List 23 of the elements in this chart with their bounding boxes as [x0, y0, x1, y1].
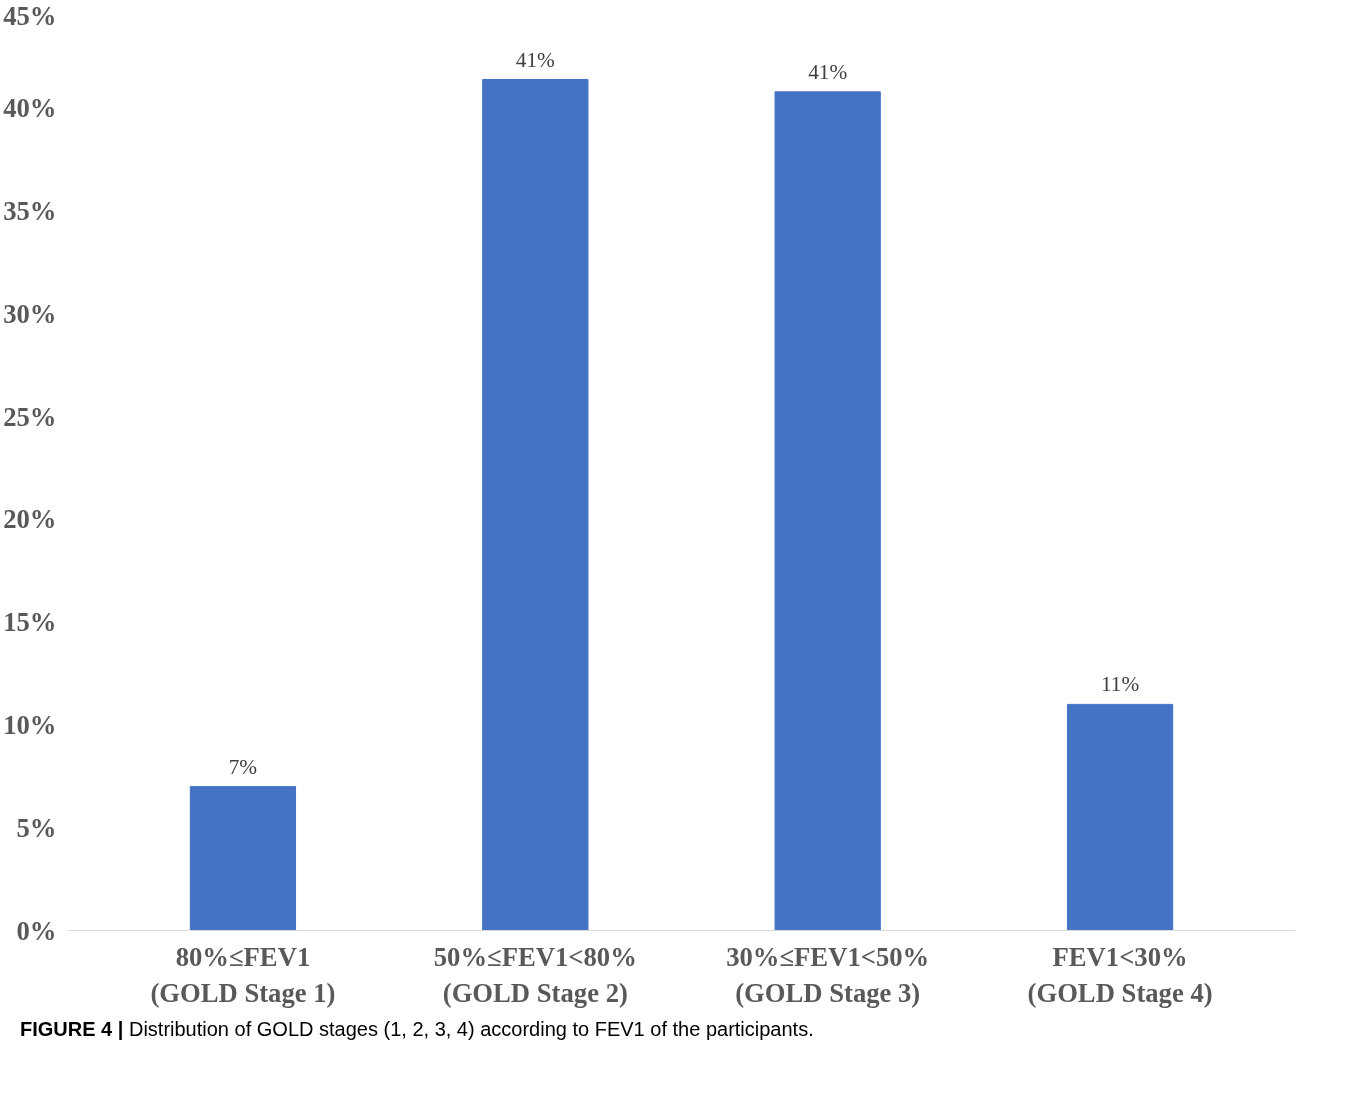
- x-tick-label: FEV1<30% (GOLD Stage 4): [1027, 941, 1213, 1008]
- y-tick-label: 15%: [3, 607, 57, 638]
- data-label: 41%: [515, 47, 556, 72]
- x-tick-label: 30%≤FEV1<50% (GOLD Stage 3): [726, 941, 930, 1008]
- y-tick-label: 20%: [3, 504, 57, 535]
- bar: [482, 79, 589, 931]
- y-tick-label: 0%: [16, 915, 57, 946]
- bar: [1066, 703, 1174, 931]
- y-tick-label: 35%: [3, 196, 57, 227]
- y-tick-label: 10%: [3, 709, 57, 740]
- y-tick-label: 45%: [3, 0, 57, 31]
- y-tick-label: 25%: [3, 401, 57, 432]
- data-label: 41%: [808, 59, 848, 84]
- data-label: 7%: [228, 754, 258, 779]
- bar: [189, 786, 297, 931]
- y-tick-label: 40%: [3, 93, 57, 124]
- data-label: 11%: [1100, 672, 1140, 697]
- y-tick-label: 5%: [16, 812, 57, 843]
- y-tick-label: 30%: [3, 298, 57, 329]
- x-tick-label: 50%≤FEV1<80% (GOLD Stage 2): [433, 941, 637, 1008]
- caption: FIGURE 4 | Distribution of GOLD stages (1, 2, 3, 4) according to FEV1 of the participants.: [20, 1017, 814, 1042]
- bar: [774, 91, 881, 931]
- x-tick-label: 80%≤FEV1 (GOLD Stage 1): [150, 941, 336, 1008]
